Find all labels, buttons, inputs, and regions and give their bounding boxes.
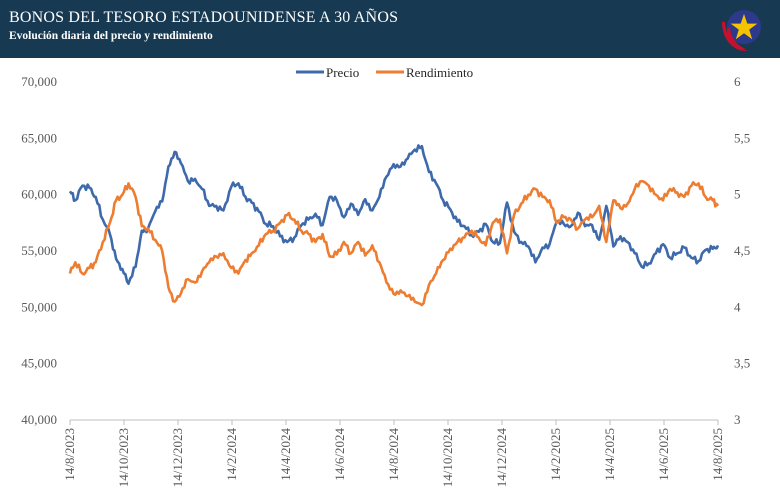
right-tick-label: 5,5 (734, 130, 750, 145)
x-tick-label: 14/12/2023 (170, 428, 185, 487)
right-tick-label: 4 (734, 299, 741, 314)
left-tick-label: 70,000 (21, 74, 57, 89)
x-tick-label: 14/4/2024 (278, 428, 293, 481)
x-tick-label: 14/6/2025 (656, 428, 671, 481)
legend: Precio Rendimiento (296, 65, 473, 80)
right-axis-ticks: 3 3,5 4 4,5 5 5,5 6 (734, 74, 750, 427)
x-tick-label: 14/10/2024 (440, 428, 455, 488)
series-line-precio (68, 144, 720, 285)
chart-title: BONOS DEL TESORO ESTADOUNIDENSE A 30 AÑO… (9, 9, 399, 26)
right-tick-label: 3 (734, 412, 741, 427)
left-tick-label: 65,000 (21, 130, 57, 145)
x-tick-label: 14/8/2025 (710, 428, 725, 481)
chart-area: 40,000 45,000 50,000 55,000 60,000 65,000 70,0… (21, 65, 750, 487)
x-tick-label: 14/8/2024 (386, 428, 401, 481)
left-tick-label: 60,000 (21, 187, 57, 202)
left-tick-label: 55,000 (21, 243, 57, 258)
right-tick-label: 4,5 (734, 243, 750, 258)
x-tick-label: 14/2/2025 (548, 428, 563, 481)
series-line-rendimiento (68, 179, 720, 307)
x-tick-label: 14/10/2023 (116, 428, 131, 487)
x-tick-label: 14/6/2024 (332, 428, 347, 481)
star-emblem-icon (722, 10, 761, 52)
series-lines (68, 144, 720, 307)
legend-label: Rendimiento (406, 65, 473, 80)
header-banner: BONOS DEL TESORO ESTADOUNIDENSE A 30 AÑO… (0, 0, 780, 58)
x-tick-label: 14/8/2023 (62, 428, 77, 481)
chart-subtitle: Evolución diaria del precio y rendimient… (9, 30, 213, 42)
x-tick-label: 14/4/2025 (602, 428, 617, 481)
left-tick-label: 50,000 (21, 299, 57, 314)
legend-label: Precio (326, 65, 359, 80)
right-tick-label: 3,5 (734, 356, 750, 371)
x-tick-label: 14/12/2024 (494, 428, 509, 488)
right-tick-label: 5 (734, 187, 741, 202)
left-axis-ticks: 40,000 45,000 50,000 55,000 60,000 65,000 70,0… (21, 74, 57, 427)
right-tick-label: 6 (734, 74, 741, 89)
x-axis-ticks: 14/8/2023 14/10/2023 14/12/2023 14/2/2024 14… (62, 420, 725, 487)
x-tick-label: 14/2/2024 (224, 428, 239, 481)
left-tick-label: 40,000 (21, 412, 57, 427)
left-tick-label: 45,000 (21, 356, 57, 371)
